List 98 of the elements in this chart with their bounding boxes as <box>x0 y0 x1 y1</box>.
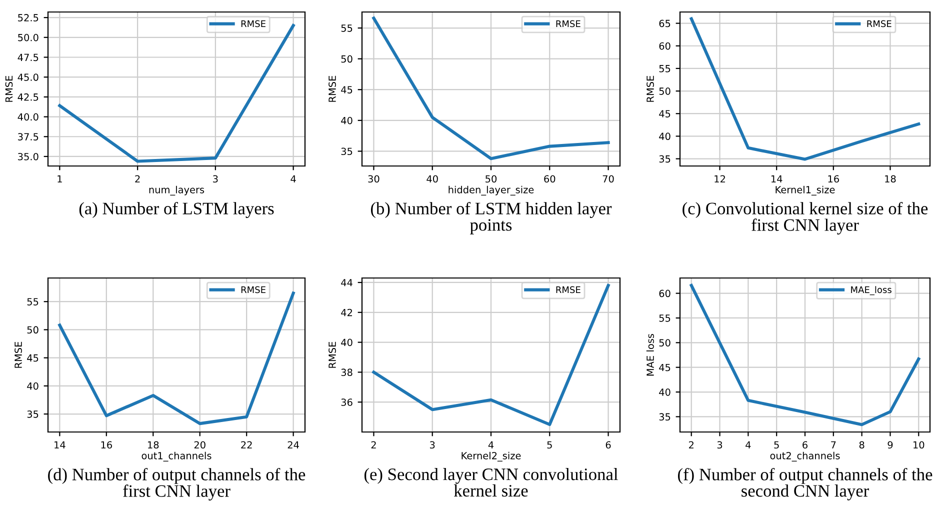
y-axis-title: RMSE <box>328 342 336 368</box>
y-tick-label: 50 <box>341 55 352 63</box>
x-tick-label: 40 <box>426 175 438 183</box>
x-tick-label: 9 <box>888 441 893 449</box>
y-tick-label: 40 <box>341 338 352 346</box>
y-tick-label: 55 <box>659 314 670 322</box>
legend-label: RMSE <box>241 20 266 28</box>
x-tick-label: 70 <box>602 175 614 183</box>
y-tick-label: 40 <box>341 116 352 124</box>
y-tick-label: 35 <box>659 413 670 421</box>
y-tick-label: 35.0 <box>18 152 38 160</box>
y-tick-label: 55 <box>659 65 670 72</box>
line-series <box>372 284 610 426</box>
x-tick-label: 50 <box>486 175 497 183</box>
y-tick-label: 45 <box>659 364 670 372</box>
x-tick-label: 14 <box>771 175 782 182</box>
x-tick-label: 24 <box>288 441 299 448</box>
y-tick-label: 45 <box>341 86 352 94</box>
x-tick-label: 10 <box>914 441 924 449</box>
x-tick-label: 7 <box>831 441 836 448</box>
x-axis-title: Kernel1_size <box>776 186 835 196</box>
x-tick-label: 18 <box>885 175 896 183</box>
legend-label: RMSE <box>556 20 580 28</box>
y-axis-title: MAE loss <box>646 334 654 376</box>
text: (e) Second layer CNN convolutional kernel size <box>364 468 618 497</box>
x-tick-label: 8 <box>859 441 864 449</box>
y-tick-label: 35 <box>27 410 38 418</box>
x-tick-label: 6 <box>606 441 611 449</box>
y-tick-label: 42 <box>341 308 352 316</box>
y-tick-label: 38 <box>341 368 352 376</box>
y-tick-label: 45 <box>659 110 670 118</box>
x-tick-label: 4 <box>746 441 751 448</box>
legend-label: RMSE <box>867 20 892 28</box>
x-axis-title: num_layers <box>149 186 204 196</box>
x-tick-label: 5 <box>547 441 552 449</box>
line-series <box>58 292 295 426</box>
line-series <box>690 17 920 161</box>
x-tick-label: 6 <box>802 441 808 449</box>
x-tick-label: 5 <box>774 441 779 449</box>
x-axis-title: out2_channels <box>770 452 840 462</box>
x-axis-title: Kernel2_size <box>462 452 521 462</box>
y-tick-label: 45 <box>27 354 38 362</box>
x-tick-label: 12 <box>714 175 725 182</box>
y-tick-label: 40 <box>27 382 38 390</box>
x-axis-title: hidden_layer_size <box>448 186 534 196</box>
y-tick-label: 40 <box>659 388 670 396</box>
x-axis-title: out1_channels <box>142 452 212 462</box>
y-axis-title: RMSE <box>14 342 22 368</box>
y-tick-label: 42.5 <box>18 93 38 101</box>
legend-label: RMSE <box>556 286 580 294</box>
x-tick-label: 16 <box>828 175 839 183</box>
x-tick-label: 20 <box>194 441 206 449</box>
y-tick-label: 40 <box>659 132 670 140</box>
line-series <box>372 16 610 160</box>
x-tick-label: 14 <box>54 441 66 448</box>
x-tick-label: 22 <box>241 441 252 448</box>
text: (c) Convolutional kernel size of the first CNN layer <box>682 202 928 234</box>
y-tick-label: 65 <box>659 20 670 28</box>
x-tick-label: 4 <box>488 441 494 448</box>
x-tick-label: 1 <box>58 175 62 182</box>
y-tick-label: 50 <box>27 326 38 334</box>
x-tick-label: 16 <box>101 441 112 449</box>
y-tick-label: 36 <box>341 398 352 406</box>
x-tick-label: 18 <box>148 441 159 449</box>
text: (d) Number of output channels of the first CNN layer <box>48 468 306 500</box>
x-tick-label: 2 <box>371 441 376 448</box>
x-tick-label: 60 <box>544 175 556 183</box>
y-tick-label: 60 <box>659 290 670 298</box>
y-tick-label: 37.5 <box>18 133 38 140</box>
x-tick-label: 3 <box>213 175 218 183</box>
text: (b) Number of LSTM hidden layer points <box>370 202 612 234</box>
y-tick-label: 47.5 <box>18 54 38 62</box>
x-tick-label: 2 <box>135 175 140 182</box>
text: (f) Number of output channels of the second CNN layer <box>678 468 932 500</box>
y-tick-label: 45.0 <box>18 74 38 81</box>
y-tick-label: 50.0 <box>18 34 38 42</box>
y-axis-title: RMSE <box>646 76 654 102</box>
y-tick-label: 55 <box>341 24 352 32</box>
line-series <box>690 284 920 426</box>
y-tick-label: 44 <box>341 279 352 286</box>
legend-label: MAE_loss <box>851 286 892 296</box>
y-tick-label: 35 <box>341 148 352 156</box>
x-tick-label: 2 <box>688 441 694 448</box>
y-tick-label: 35 <box>659 155 670 163</box>
text: (a) Number of LSTM layers <box>79 202 274 218</box>
y-tick-label: 60 <box>659 42 670 50</box>
x-tick-label: 3 <box>430 441 435 449</box>
y-tick-label: 52.5 <box>18 14 38 22</box>
y-tick-label: 50 <box>659 88 670 95</box>
y-axis-title: RMSE <box>328 76 336 102</box>
y-tick-label: 50 <box>659 339 670 346</box>
y-tick-label: 55 <box>27 298 38 306</box>
x-tick-label: 30 <box>368 175 380 183</box>
legend-label: RMSE <box>241 286 266 294</box>
x-tick-label: 4 <box>290 175 296 182</box>
y-tick-label: 40.0 <box>18 113 38 121</box>
y-axis-title: RMSE <box>5 76 13 102</box>
x-tick-label: 3 <box>717 441 722 449</box>
